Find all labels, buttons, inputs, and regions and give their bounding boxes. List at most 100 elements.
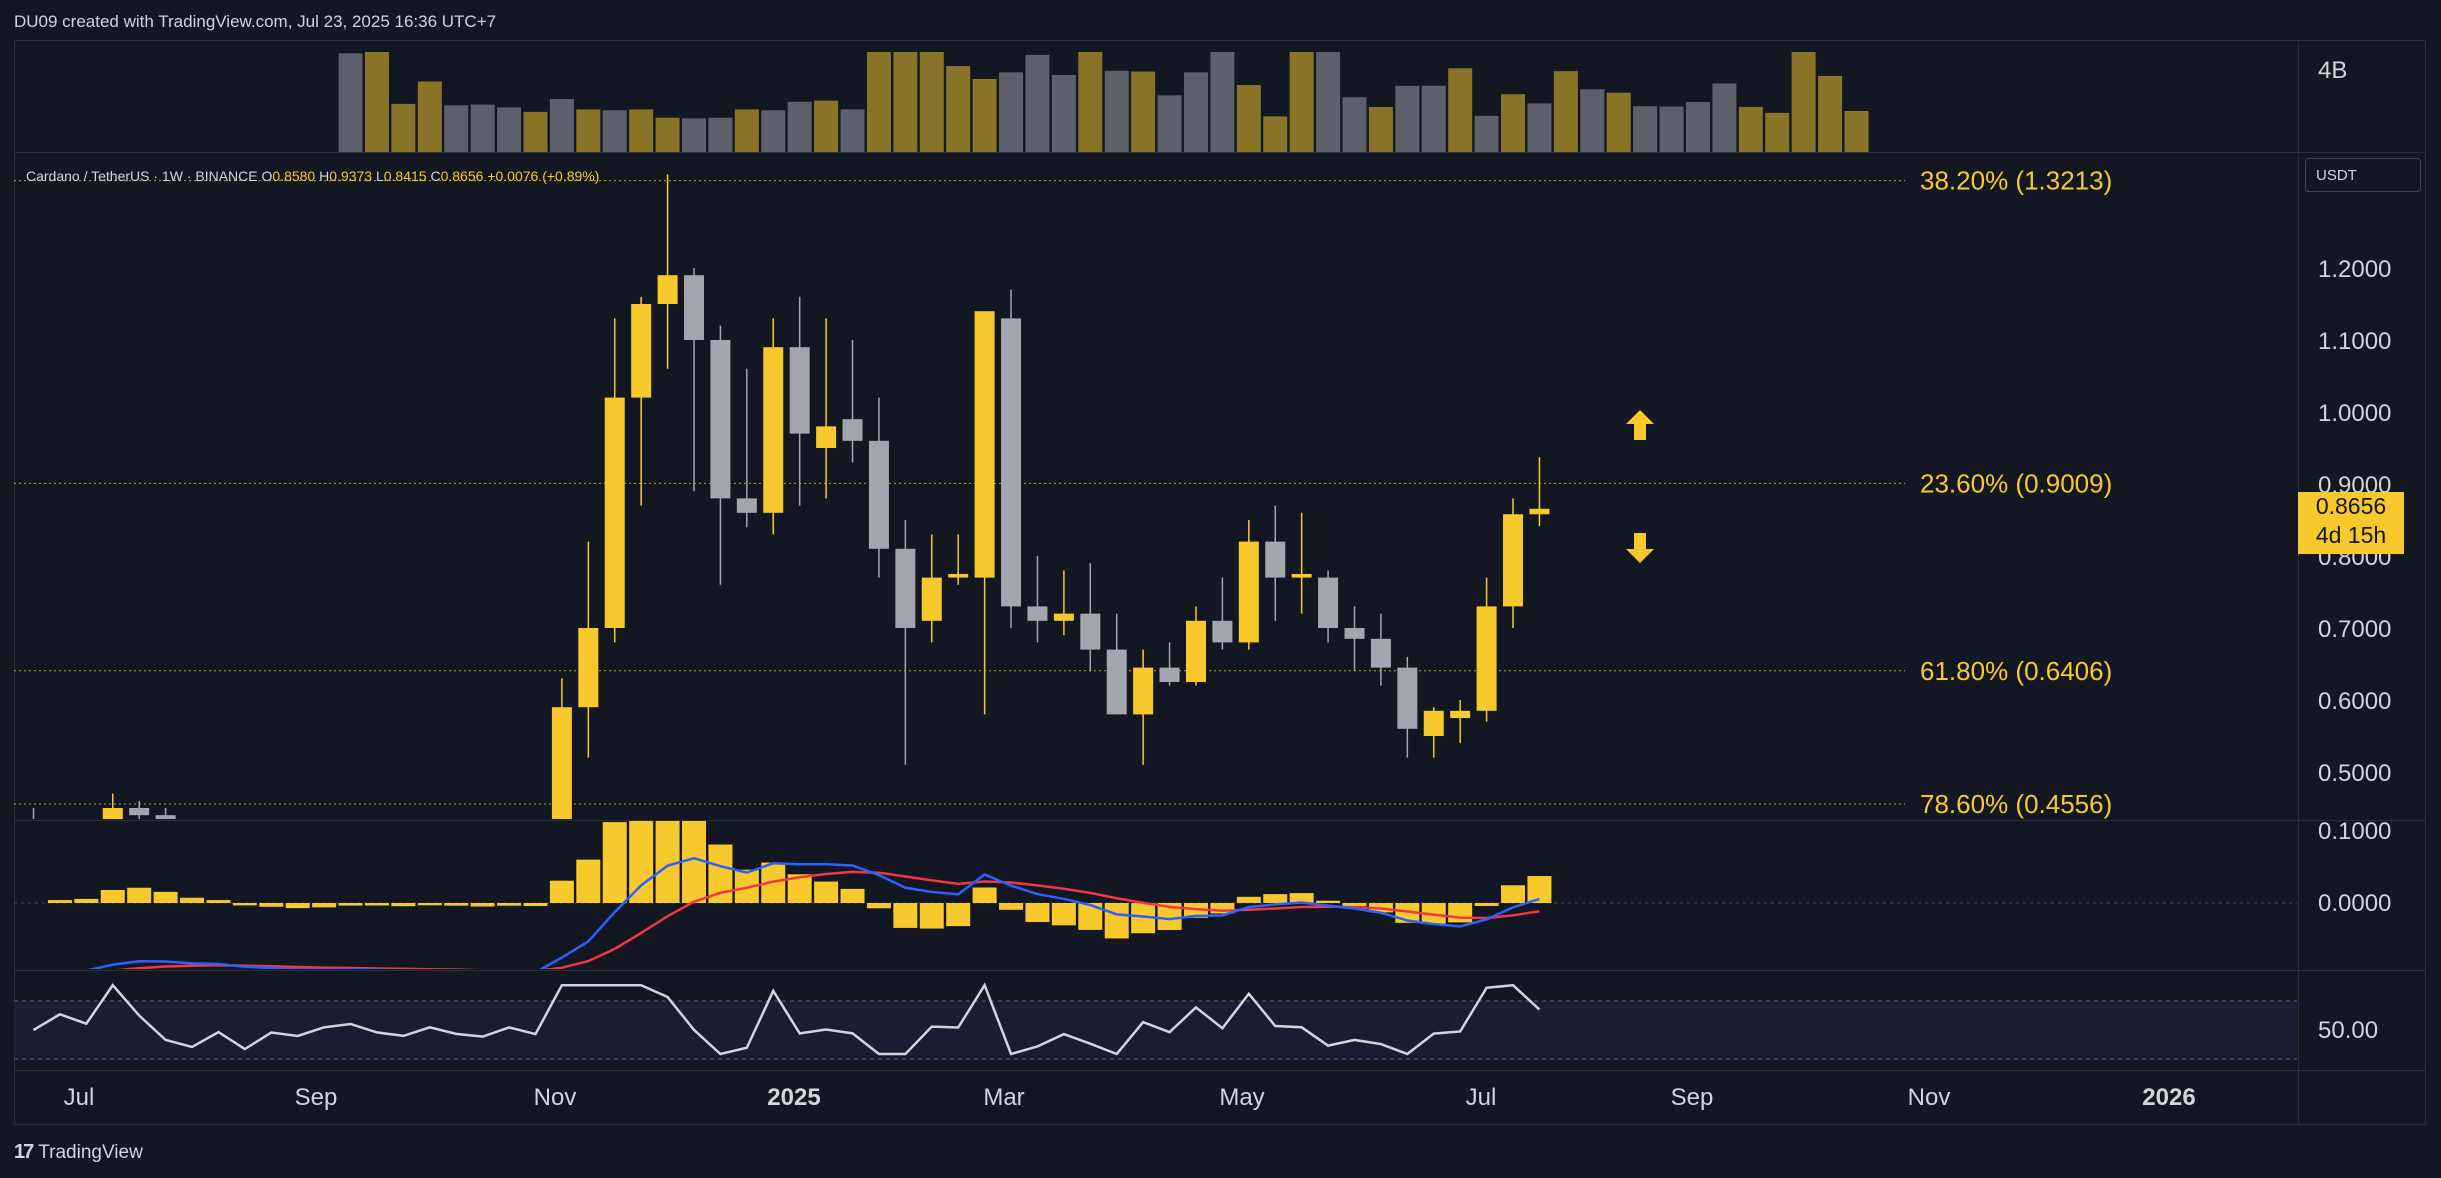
candle-up[interactable]	[420, 880, 440, 887]
time-axis-label: Nov	[1908, 1084, 1951, 1111]
candle-down[interactable]	[1370, 638, 1391, 668]
candle-down[interactable]	[842, 419, 863, 441]
candle-up[interactable]	[1476, 606, 1497, 711]
legend-close-label: C	[430, 168, 441, 184]
rsi-line	[32, 982, 1541, 1056]
candle-down[interactable]	[789, 347, 810, 434]
macd-histogram-bar	[232, 903, 257, 906]
macd-histogram-bar	[1316, 900, 1341, 903]
candle-up[interactable]	[1291, 574, 1312, 578]
volume-bar	[1501, 94, 1526, 152]
volume-bar	[1289, 52, 1314, 152]
macd-histogram-bar	[364, 903, 389, 906]
macd-signal-line	[115, 870, 1540, 969]
candle-up[interactable]	[604, 397, 625, 628]
candle-up[interactable]	[551, 707, 572, 887]
candle-down[interactable]	[895, 548, 916, 628]
candle-down[interactable]	[1159, 667, 1180, 682]
candle-down[interactable]	[367, 873, 387, 880]
macd-histogram-bar	[1474, 903, 1499, 906]
volume-bar	[919, 52, 944, 152]
volume-bar	[1051, 75, 1076, 152]
candle-down[interactable]	[1265, 541, 1286, 578]
candle-down[interactable]	[446, 880, 466, 887]
candle-up[interactable]	[102, 808, 123, 844]
candle-down[interactable]	[235, 858, 255, 887]
volume-bar	[946, 66, 971, 152]
volume-bar	[364, 52, 389, 152]
candle-up[interactable]	[948, 574, 969, 578]
candle-up[interactable]	[974, 311, 995, 578]
candle-up[interactable]	[578, 628, 599, 708]
candle-down[interactable]	[1106, 649, 1127, 715]
candle-up[interactable]	[1185, 620, 1206, 682]
candle-down[interactable]	[473, 887, 493, 894]
rsi-band	[14, 1001, 2297, 1059]
price-tick-label: 1.2000	[2318, 256, 2391, 283]
candle-up[interactable]	[50, 873, 70, 895]
macd-histogram-bar	[919, 903, 944, 929]
candle-down[interactable]	[1318, 577, 1339, 628]
candle-up[interactable]	[1450, 710, 1471, 718]
candle-down[interactable]	[1344, 628, 1365, 639]
candle-up[interactable]	[1503, 514, 1524, 607]
candle-up[interactable]	[208, 858, 228, 865]
volume-bar	[1553, 71, 1578, 152]
time-axis-label: Nov	[534, 1084, 577, 1111]
macd-histogram-bar	[127, 887, 152, 903]
candle-up[interactable]	[314, 880, 334, 887]
candle-down[interactable]	[288, 880, 308, 887]
candle-up[interactable]	[1053, 613, 1074, 621]
candle-up[interactable]	[816, 426, 837, 448]
candle-down[interactable]	[393, 880, 413, 887]
candle-up[interactable]	[1238, 541, 1259, 643]
macd-histogram-bar	[100, 889, 125, 903]
candle-up[interactable]	[341, 873, 361, 880]
candle-up[interactable]	[499, 887, 519, 894]
macd-histogram-bar	[470, 903, 495, 907]
candle-down[interactable]	[155, 815, 176, 844]
attribution-bar: DU09 created with TradingView.com, Jul 2…	[0, 0, 2441, 40]
tradingview-logo[interactable]: 17 TradingView	[14, 1141, 143, 1164]
candle-down[interactable]	[525, 887, 545, 894]
candle-down[interactable]	[868, 440, 889, 549]
candle-up[interactable]	[657, 275, 678, 304]
candle-up[interactable]	[261, 880, 281, 887]
bar-countdown: 4d 15h	[2315, 522, 2387, 548]
macd-histogram-bar	[391, 903, 416, 907]
legend-high-label: H	[319, 168, 330, 184]
candle-up[interactable]	[76, 873, 96, 875]
volume-bar	[1183, 72, 1208, 152]
candle-up[interactable]	[1529, 508, 1550, 515]
candle-up[interactable]	[1133, 667, 1154, 715]
candle-down[interactable]	[1027, 606, 1048, 621]
volume-bar	[629, 109, 654, 152]
candle-down[interactable]	[710, 340, 731, 499]
volume-bar	[576, 109, 601, 152]
candle-down[interactable]	[1397, 667, 1418, 729]
volume-bar	[655, 117, 680, 152]
candle-down[interactable]	[684, 275, 704, 340]
candle-down[interactable]	[1212, 620, 1233, 643]
candle-down[interactable]	[24, 851, 44, 894]
candle-up[interactable]	[631, 304, 652, 398]
volume-bar	[1606, 92, 1631, 152]
price-axis-separator	[2298, 40, 2299, 1125]
candle-up[interactable]	[763, 347, 784, 513]
candle-up[interactable]	[1423, 710, 1444, 736]
candle-down[interactable]	[182, 844, 202, 866]
candle-down[interactable]	[129, 808, 150, 816]
volume-bar	[866, 52, 891, 152]
legend-close: 0.8656	[440, 168, 484, 184]
candle-down[interactable]	[1080, 613, 1101, 650]
candle-up[interactable]	[921, 577, 942, 621]
volume-pane-separator	[14, 152, 2426, 153]
legend-open-label: O	[261, 168, 273, 184]
time-axis-label: Sep	[295, 1084, 338, 1111]
candle-down[interactable]	[736, 498, 757, 513]
candle-down[interactable]	[1001, 318, 1022, 607]
macd-histogram-bar	[153, 891, 178, 903]
volume-bar	[497, 107, 522, 152]
currency-button[interactable]: USDT	[2305, 158, 2421, 192]
